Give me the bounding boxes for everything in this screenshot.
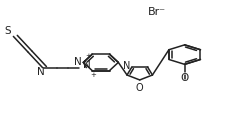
Text: N: N — [74, 57, 82, 67]
Text: O: O — [181, 73, 189, 83]
Text: N: N — [123, 61, 131, 71]
Text: N: N — [37, 67, 45, 76]
Text: +: + — [90, 72, 96, 78]
Text: Br⁻: Br⁻ — [148, 7, 166, 17]
Text: N: N — [83, 60, 90, 70]
Text: O: O — [136, 83, 144, 93]
Text: S: S — [5, 26, 11, 36]
Text: +: + — [85, 53, 91, 59]
